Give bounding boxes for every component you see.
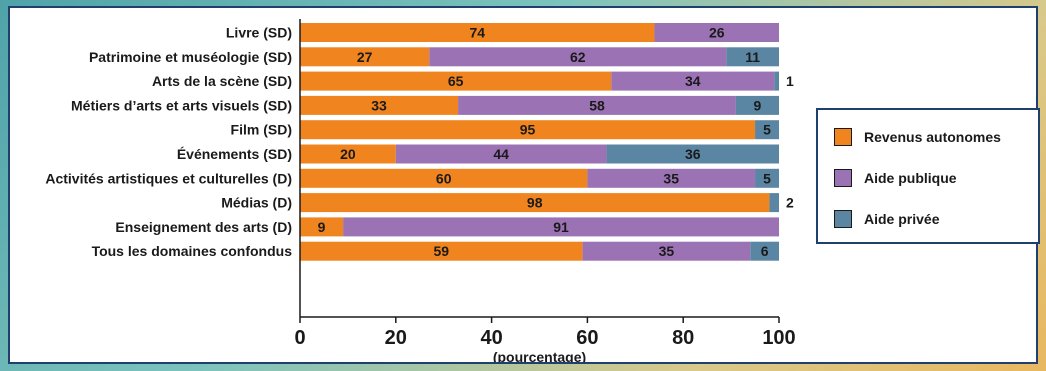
bar-segment [750,241,779,261]
data-label: 91 [553,219,569,235]
bar-segment [769,193,779,213]
data-label: 6 [761,243,769,259]
data-label: 5 [763,122,771,138]
category-label: Enseignement des arts (D) [115,219,292,235]
data-label: 33 [371,97,387,113]
x-tick-label: 40 [480,327,502,349]
category-label: Patrimoine et muséologie (SD) [89,49,292,65]
bar-segment [606,144,779,164]
bar-segment [755,168,779,188]
x-tick-label: 0 [294,327,305,349]
bar-segment [300,95,459,115]
legend-item: Revenus autonomes [834,126,1001,148]
data-label: 98 [527,195,543,211]
bar-segment [300,120,756,140]
bar-segment [755,120,779,140]
bar-segment [726,47,779,67]
data-label: 59 [434,243,450,259]
legend-label: Revenus autonomes [864,129,1001,145]
data-label: 9 [754,97,762,113]
bar-segment [300,241,583,261]
bar-segment [611,71,775,91]
chart-panel: Livre (SD) 74 26 Patrimoine et muséologie (… [8,6,1040,364]
category-label: Arts de la scène (SD) [152,73,292,89]
bar-segment [458,95,736,115]
data-label: 5 [763,170,771,186]
category-label: Tous les domaines confondus [92,243,293,259]
legend-item: Aide privée [834,208,939,230]
bar-segment [587,168,756,188]
category-label: Médias (D) [221,195,292,211]
category-label: Événements (SD) [177,146,292,162]
data-label: 2 [786,195,794,211]
bar-segment [300,193,770,213]
legend-label: Aide publique [864,170,957,186]
bar-segment [582,241,751,261]
data-label: 35 [663,170,679,186]
data-label: 58 [589,97,605,113]
data-label: 44 [493,146,509,162]
bar-segment [300,23,655,42]
data-label: 34 [685,73,701,89]
bar-segment [300,144,396,164]
data-label: 26 [709,25,725,41]
legend-item: Aide publique [834,167,957,189]
x-tick-label: 60 [576,327,598,349]
legend-swatch [834,210,852,228]
x-tick-label: 100 [762,327,795,349]
legend-label: Aide privée [864,211,940,227]
category-label: Métiers d’arts et arts visuels (SD) [71,97,292,113]
data-label: 62 [570,49,586,65]
legend: Revenus autonomes Aide publique Aide privé… [816,108,1040,244]
bar-segment [343,217,779,237]
bar-segment [735,95,779,115]
data-label: 35 [659,243,675,259]
bar-segment [300,47,430,67]
data-label: 74 [469,25,485,41]
bar-segment [395,144,607,164]
data-label: 20 [340,146,356,162]
data-label: 11 [745,49,760,65]
legend-swatch [834,169,852,187]
data-label: 36 [685,146,701,162]
bar-segment [429,47,727,67]
legend-swatch [834,128,852,146]
x-axis-title: (pourcentage) [493,349,586,362]
data-label: 1 [786,73,794,89]
bar-segment [774,71,779,91]
bar-segment [654,23,779,42]
data-label: 95 [520,122,536,138]
category-label: Activités artistiques et culturelles (D) [45,170,292,186]
data-label: 27 [357,49,373,65]
bar-segment [300,168,588,188]
data-label: 65 [448,73,464,89]
data-label: 60 [436,170,452,186]
bar-segment [300,217,344,237]
category-label: Film (SD) [231,122,292,138]
bar-segment [300,71,612,91]
category-label: Livre (SD) [226,25,292,41]
x-tick-label: 80 [672,327,694,349]
data-label: 9 [318,219,326,235]
x-tick-label: 20 [385,327,407,349]
